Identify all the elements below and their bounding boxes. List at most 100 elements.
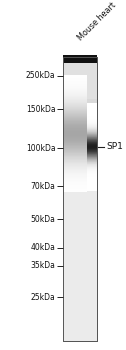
Bar xyxy=(63,198,97,199)
Bar xyxy=(63,115,97,116)
Bar xyxy=(63,77,97,78)
Bar xyxy=(63,224,97,225)
Bar xyxy=(63,240,97,241)
Bar xyxy=(63,168,87,169)
Bar xyxy=(63,135,97,136)
Bar xyxy=(63,296,97,297)
Bar xyxy=(63,272,97,273)
Bar xyxy=(63,145,87,146)
Bar xyxy=(63,194,97,195)
Bar xyxy=(63,269,97,270)
Bar xyxy=(63,282,97,283)
Bar xyxy=(63,77,87,78)
Bar xyxy=(63,78,97,79)
Bar xyxy=(63,221,97,222)
Bar xyxy=(63,109,97,110)
Bar xyxy=(63,278,97,279)
Bar xyxy=(63,229,97,230)
Bar xyxy=(63,245,97,246)
Bar xyxy=(63,94,97,95)
Bar xyxy=(63,191,87,192)
Bar xyxy=(63,121,87,122)
Bar xyxy=(63,144,97,145)
Bar xyxy=(63,305,97,306)
Bar xyxy=(63,191,97,192)
Bar xyxy=(63,58,97,59)
Bar xyxy=(63,128,87,129)
Bar xyxy=(63,180,97,181)
Bar xyxy=(63,92,87,93)
Bar xyxy=(63,64,97,65)
Bar xyxy=(63,138,87,139)
Bar xyxy=(63,74,97,75)
Bar xyxy=(63,199,97,200)
Bar xyxy=(63,103,97,104)
Bar xyxy=(63,279,97,280)
Bar xyxy=(63,119,87,120)
Bar xyxy=(63,57,97,341)
Bar xyxy=(63,251,97,252)
Bar xyxy=(63,86,87,87)
Bar xyxy=(63,147,97,148)
Bar xyxy=(63,72,97,73)
Bar xyxy=(63,234,97,235)
Bar xyxy=(63,335,97,336)
Bar xyxy=(63,214,97,215)
Bar xyxy=(63,340,97,341)
Text: SP1: SP1 xyxy=(106,142,123,151)
Bar xyxy=(63,239,97,240)
Bar xyxy=(63,163,87,164)
Bar xyxy=(63,162,97,163)
Bar xyxy=(63,299,97,300)
Bar xyxy=(63,127,97,128)
Bar xyxy=(63,101,97,102)
Bar xyxy=(63,263,97,264)
Bar xyxy=(63,294,97,295)
Bar xyxy=(63,97,87,98)
Bar xyxy=(63,165,87,166)
Bar xyxy=(63,197,97,198)
Bar xyxy=(63,190,97,191)
Bar xyxy=(63,90,97,91)
Text: 25kDa: 25kDa xyxy=(31,293,56,302)
Bar xyxy=(63,257,97,258)
Bar xyxy=(63,252,97,253)
Bar xyxy=(63,233,97,234)
Bar xyxy=(63,227,97,228)
Bar xyxy=(63,88,97,89)
Bar xyxy=(63,108,97,109)
Bar xyxy=(63,133,87,134)
Bar xyxy=(63,108,87,109)
Bar xyxy=(63,141,87,142)
Bar xyxy=(63,137,97,138)
Bar xyxy=(63,89,87,90)
Bar xyxy=(63,186,97,187)
Bar xyxy=(63,57,97,58)
Bar xyxy=(63,114,97,115)
Bar xyxy=(63,242,97,243)
Bar xyxy=(63,141,97,142)
Bar xyxy=(63,92,97,93)
Bar xyxy=(63,321,97,322)
Bar xyxy=(63,122,97,123)
Bar xyxy=(63,179,97,180)
Bar xyxy=(63,83,87,84)
Bar xyxy=(63,215,97,216)
Bar xyxy=(63,254,97,255)
Bar xyxy=(63,115,87,116)
Bar xyxy=(63,336,97,337)
Bar xyxy=(63,317,97,318)
Bar xyxy=(63,160,87,161)
Bar xyxy=(63,225,97,226)
Bar xyxy=(63,237,97,238)
Bar xyxy=(63,243,97,244)
Bar xyxy=(63,93,87,94)
Bar xyxy=(63,274,97,275)
Bar xyxy=(63,63,97,64)
Text: 100kDa: 100kDa xyxy=(26,144,56,153)
Bar xyxy=(63,312,97,313)
Bar xyxy=(63,163,97,164)
Bar xyxy=(63,158,87,159)
Bar xyxy=(63,207,97,208)
Bar xyxy=(63,339,97,340)
